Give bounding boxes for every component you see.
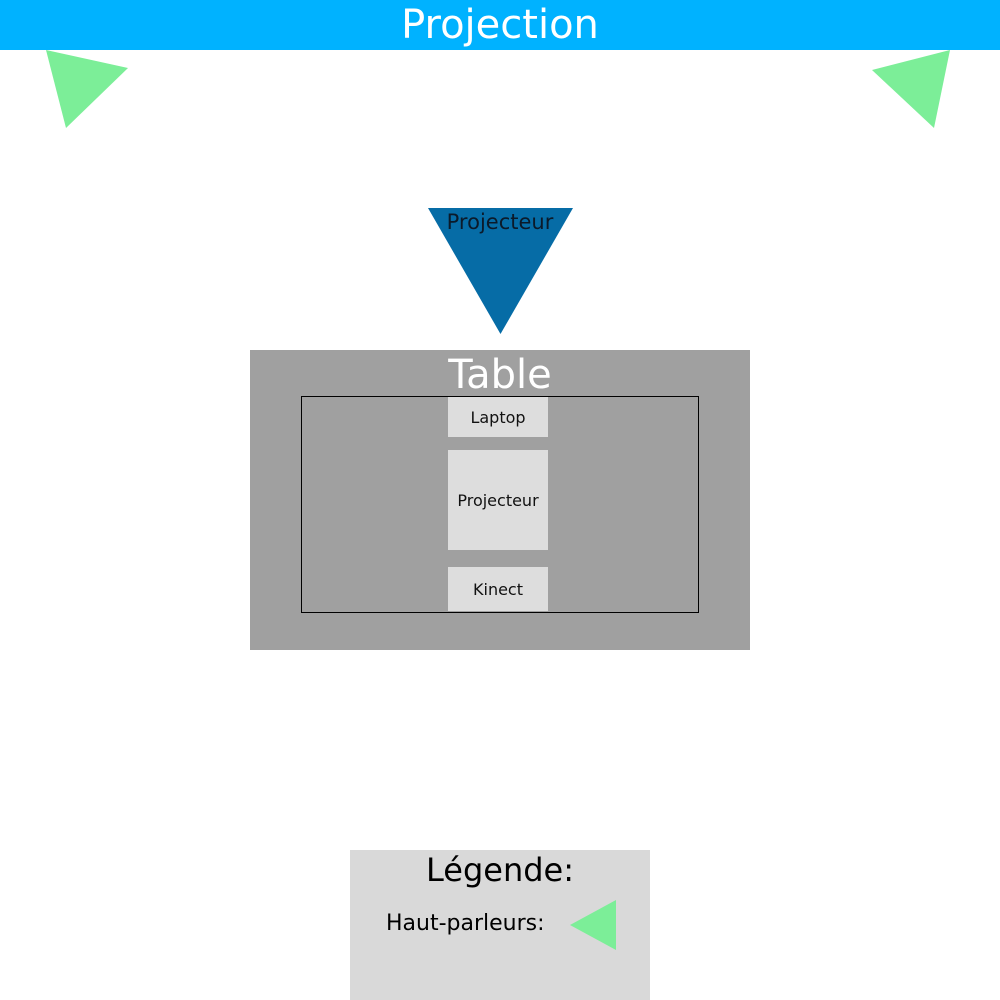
- device-projector-label: Projecteur: [457, 490, 539, 510]
- device-laptop: Laptop: [448, 397, 548, 437]
- device-laptop-label: Laptop: [470, 407, 526, 427]
- speaker-left-icon: [46, 50, 128, 128]
- projection-banner: Projection: [0, 0, 1000, 50]
- speaker-right-icon: [872, 50, 950, 128]
- device-kinect: Kinect: [448, 567, 548, 611]
- projector-label: Projecteur: [446, 210, 554, 234]
- legend-speakers-label: Haut-parleurs:: [386, 911, 545, 936]
- table-workspace-outline: [301, 396, 699, 613]
- device-projector: Projecteur: [448, 450, 548, 550]
- projector-triangle-icon: [428, 208, 573, 334]
- legend-title: Légende:: [425, 851, 574, 889]
- banner-title: Projection: [401, 2, 599, 48]
- device-kinect-label: Kinect: [473, 579, 523, 599]
- legend-speaker-icon: [570, 900, 616, 950]
- table-title: Table: [448, 352, 552, 398]
